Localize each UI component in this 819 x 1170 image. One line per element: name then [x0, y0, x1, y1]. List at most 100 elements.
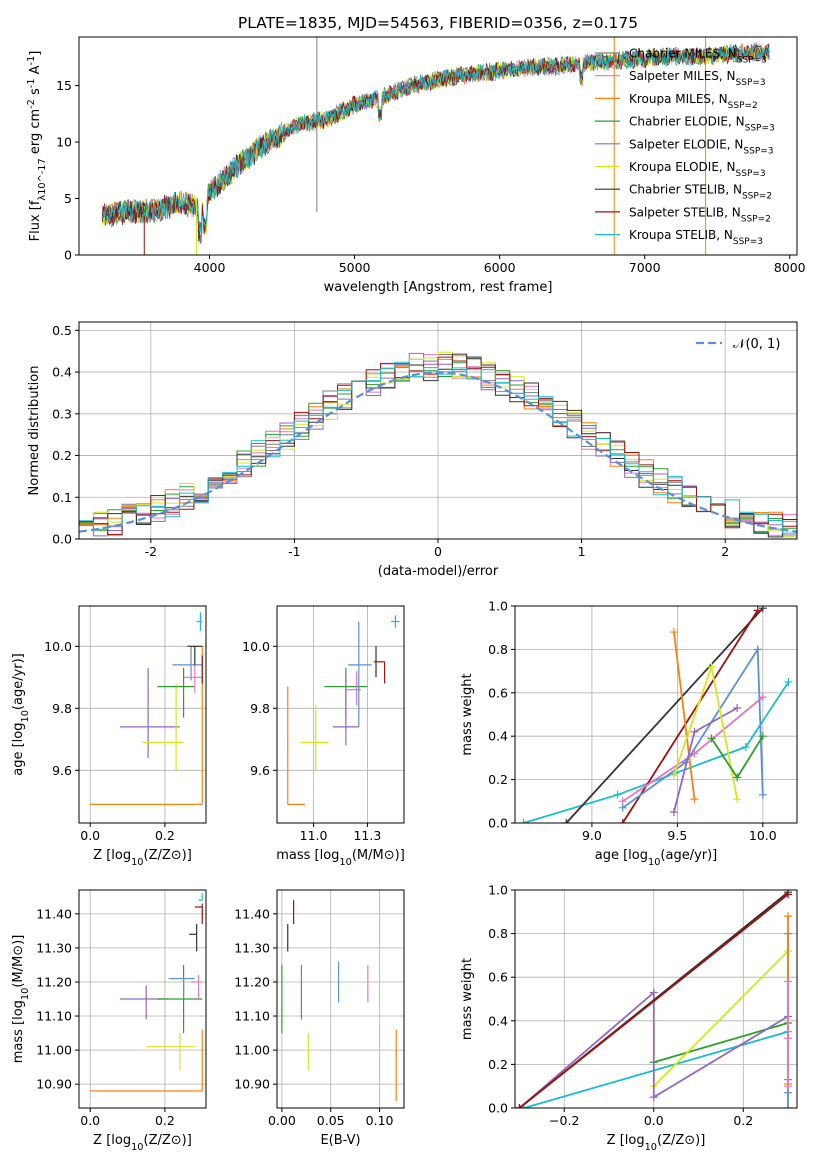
errorbar-salpeter-elodie	[332, 671, 359, 746]
weight-line-salpeter-stelib	[515, 890, 793, 1108]
x-tick-label: 11.3	[353, 828, 381, 843]
weight-line-kroupa-elodie	[669, 662, 742, 804]
weight-marker	[618, 803, 627, 812]
plot-area	[79, 351, 797, 538]
legend-entry: Salpeter ELODIE, NSSP=3	[629, 137, 774, 156]
y-tick-label: 11.40	[36, 906, 72, 921]
y-tick-label: 11.00	[36, 1043, 72, 1058]
y-tick-label: 0.0	[52, 532, 72, 547]
axes-frame: 9.0 9.5 10.0 0.0 0.2 0.4 0.6 0.8 1.0 age [log10(a…	[460, 599, 798, 868]
weight-line-chabrier-stelib	[562, 606, 767, 823]
weight-marker	[753, 645, 762, 654]
x-tick-label: -1	[288, 544, 300, 559]
x-tick-label: 0.05	[317, 1113, 345, 1128]
y-tick-label: 0.6	[488, 970, 508, 985]
legend-entry: 𝒩(0, 1)	[733, 337, 780, 352]
weight-marker	[669, 771, 678, 780]
weight-marker	[753, 606, 762, 615]
x-axis-label: (data-model)/error	[378, 564, 499, 579]
weight-marker	[784, 1082, 793, 1091]
errorbar-kroupa-miles	[287, 686, 305, 806]
errorbar-normal-curve	[168, 977, 195, 999]
weight-line-chabrier-elodie	[707, 732, 767, 782]
x-axis-label: wavelength [Angstrom, rest frame]	[324, 280, 553, 295]
y-tick-label: 9.6	[250, 763, 270, 778]
x-tick-label: 4000	[194, 260, 226, 275]
x-axis-label: E(B-V)	[320, 1133, 360, 1148]
x-tick-label: 0.00	[268, 1113, 296, 1128]
y-tick-label: 1.0	[488, 599, 508, 614]
x-axis-label: age [log10(age/yr)]	[595, 848, 718, 868]
axes-frame: 0.0 0.2 10.90 11.00 11.10 11.20 11.30 11.40 Z [l…	[11, 889, 207, 1153]
weight-line-kroupa-stelib	[519, 1027, 793, 1108]
y-tick-label: 0.5	[52, 323, 72, 338]
weight-marker	[562, 819, 571, 823]
mass-vs-ebv-panel: 0.00 0.05 0.10 10.90 11.00 11.10 11.20 11.30 11.…	[234, 889, 405, 1148]
x-tick-label: 0.2	[733, 1113, 753, 1128]
y-tick-label: 0.2	[488, 1057, 508, 1072]
x-tick-label: 0.0	[644, 1113, 664, 1128]
y-tick-label: 11.20	[234, 974, 270, 989]
errorbar-normal-curve	[172, 646, 203, 681]
legend-entry: Salpeter MILES, NSSP=3	[629, 69, 766, 88]
weight-marker	[784, 1034, 793, 1043]
y-tick-label: 0.6	[488, 685, 508, 700]
weight-marker	[707, 662, 716, 671]
axes-frame: -2 -1 0 1 2 0.0 0.1 0.2 0.3 0.4 0.5 (data-model)/er…	[27, 321, 798, 579]
x-tick-label: 0.2	[155, 828, 175, 843]
y-tick-label: 11.30	[36, 940, 72, 955]
y-tick-label: 0.3	[52, 406, 72, 421]
errorbar-kroupa-elodie	[142, 683, 184, 771]
y-tick-label: 0.8	[488, 926, 508, 941]
axes-frame: −0.2 0.0 0.2 0.0 0.2 0.4 0.6 0.8 1.0 Z [log10(Z/Z…	[460, 883, 798, 1153]
weight-marker	[733, 703, 742, 712]
x-tick-label: -2	[145, 544, 157, 559]
spectrum-panel: 4000 5000 6000 7000 8000 0 5 10 15 wavelength [An…	[26, 36, 806, 295]
age-vs-mass-panel: 11.0 11.3 9.6 9.8 10.0 mass [log10(M/M⊙)]	[242, 605, 405, 868]
x-tick-label: 10.0	[749, 828, 777, 843]
y-tick-label: 0.4	[488, 1013, 508, 1028]
weight-marker	[669, 808, 678, 817]
plot-area	[90, 893, 203, 1092]
weight-line-kroupa-elodie	[649, 947, 793, 1091]
legend-entry: Kroupa ELODIE, NSSP=3	[629, 160, 766, 179]
plot-area	[90, 612, 203, 806]
y-axis-label: Normed distribution	[27, 366, 42, 496]
weight-marker	[618, 819, 627, 823]
errorbar-kroupa-stelib	[391, 615, 400, 628]
x-axis-label: Z [log10(Z/Z⊙)]	[607, 1133, 706, 1153]
weight-marker	[733, 795, 742, 804]
x-tick-label: 2	[721, 544, 729, 559]
histogram-kroupa-stelib	[79, 361, 797, 534]
weight-marker	[707, 734, 716, 743]
x-tick-label: 7000	[629, 260, 661, 275]
errorbar-kroupa-stelib	[198, 893, 203, 901]
x-tick-label: 9.5	[667, 828, 687, 843]
weight-marker	[733, 773, 742, 782]
errorbar-kroupa-miles	[90, 646, 203, 806]
y-tick-label: 10.90	[234, 1077, 270, 1092]
weight-marker	[758, 732, 767, 741]
x-tick-label: 0.0	[80, 1113, 100, 1128]
residuals-legend: 𝒩(0, 1)	[696, 337, 780, 352]
errorbar-kroupa-elodie	[146, 1033, 195, 1071]
y-tick-label: 0.0	[488, 1101, 508, 1116]
axes-frame: 0.0 0.2 9.6 9.8 10.0 Z [log10(Z/Z⊙)] age [log1…	[11, 605, 207, 868]
weight-marker	[690, 795, 699, 804]
x-tick-label: −0.2	[549, 1113, 579, 1128]
x-axis-label: Z [log10(Z/Z⊙)]	[93, 848, 192, 868]
x-tick-label: 1	[578, 544, 586, 559]
weight-marker	[784, 890, 793, 899]
weight-line-kroupa-stelib	[519, 677, 793, 823]
weight-line-kroupa-miles	[669, 628, 699, 804]
errorbar-chabrier-elodie	[157, 964, 203, 1034]
y-tick-label: 11.10	[36, 1009, 72, 1024]
y-axis-label: mass weight	[460, 673, 475, 755]
residuals-panel: -2 -1 0 1 2 0.0 0.1 0.2 0.3 0.4 0.5 (data-model)/er…	[27, 321, 798, 579]
y-tick-label: 11.30	[234, 940, 270, 955]
plot-area	[515, 890, 793, 1108]
weight-marker	[519, 819, 528, 823]
spectrum-line-kroupa-stelib	[101, 43, 770, 242]
legend-entry: Chabrier ELODIE, NSSP=3	[629, 115, 775, 134]
